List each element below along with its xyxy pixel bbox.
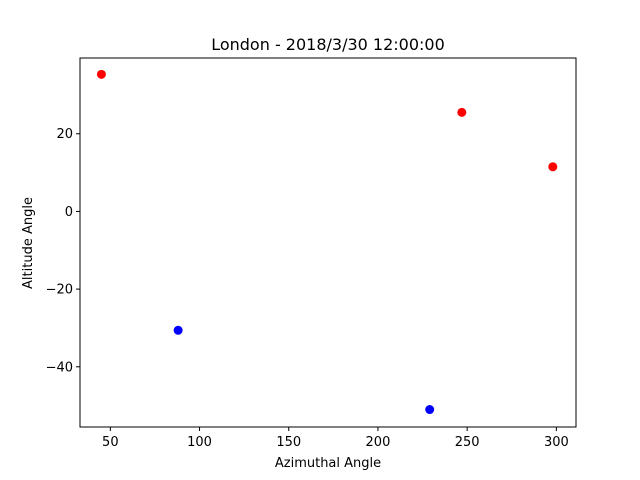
data-point bbox=[425, 405, 435, 415]
x-tick-label: 150 bbox=[276, 435, 301, 450]
x-tick-label: 50 bbox=[102, 435, 119, 450]
y-tick-label: −40 bbox=[46, 360, 73, 375]
x-axis-label: Azimuthal Angle bbox=[275, 456, 381, 471]
plot-frame bbox=[79, 57, 577, 428]
x-tick-label: 100 bbox=[187, 435, 212, 450]
y-axis-label: Altitude Angle bbox=[21, 197, 36, 289]
y-tick-label: 0 bbox=[65, 205, 73, 220]
data-point bbox=[548, 162, 558, 172]
y-tick-label: −20 bbox=[46, 283, 73, 298]
data-point bbox=[96, 69, 106, 79]
x-tick-label: 250 bbox=[455, 435, 480, 450]
y-tick-label: 20 bbox=[56, 127, 73, 142]
x-tick-label: 200 bbox=[366, 435, 391, 450]
data-point bbox=[173, 325, 183, 335]
chart-title: London - 2018/3/30 12:00:00 bbox=[211, 35, 445, 54]
x-tick-label: 300 bbox=[544, 435, 569, 450]
axis-ticks: 50 100 150 200 250 300 −40 −20 0 20 bbox=[46, 127, 569, 450]
data-points bbox=[96, 69, 558, 415]
data-point bbox=[457, 107, 467, 117]
